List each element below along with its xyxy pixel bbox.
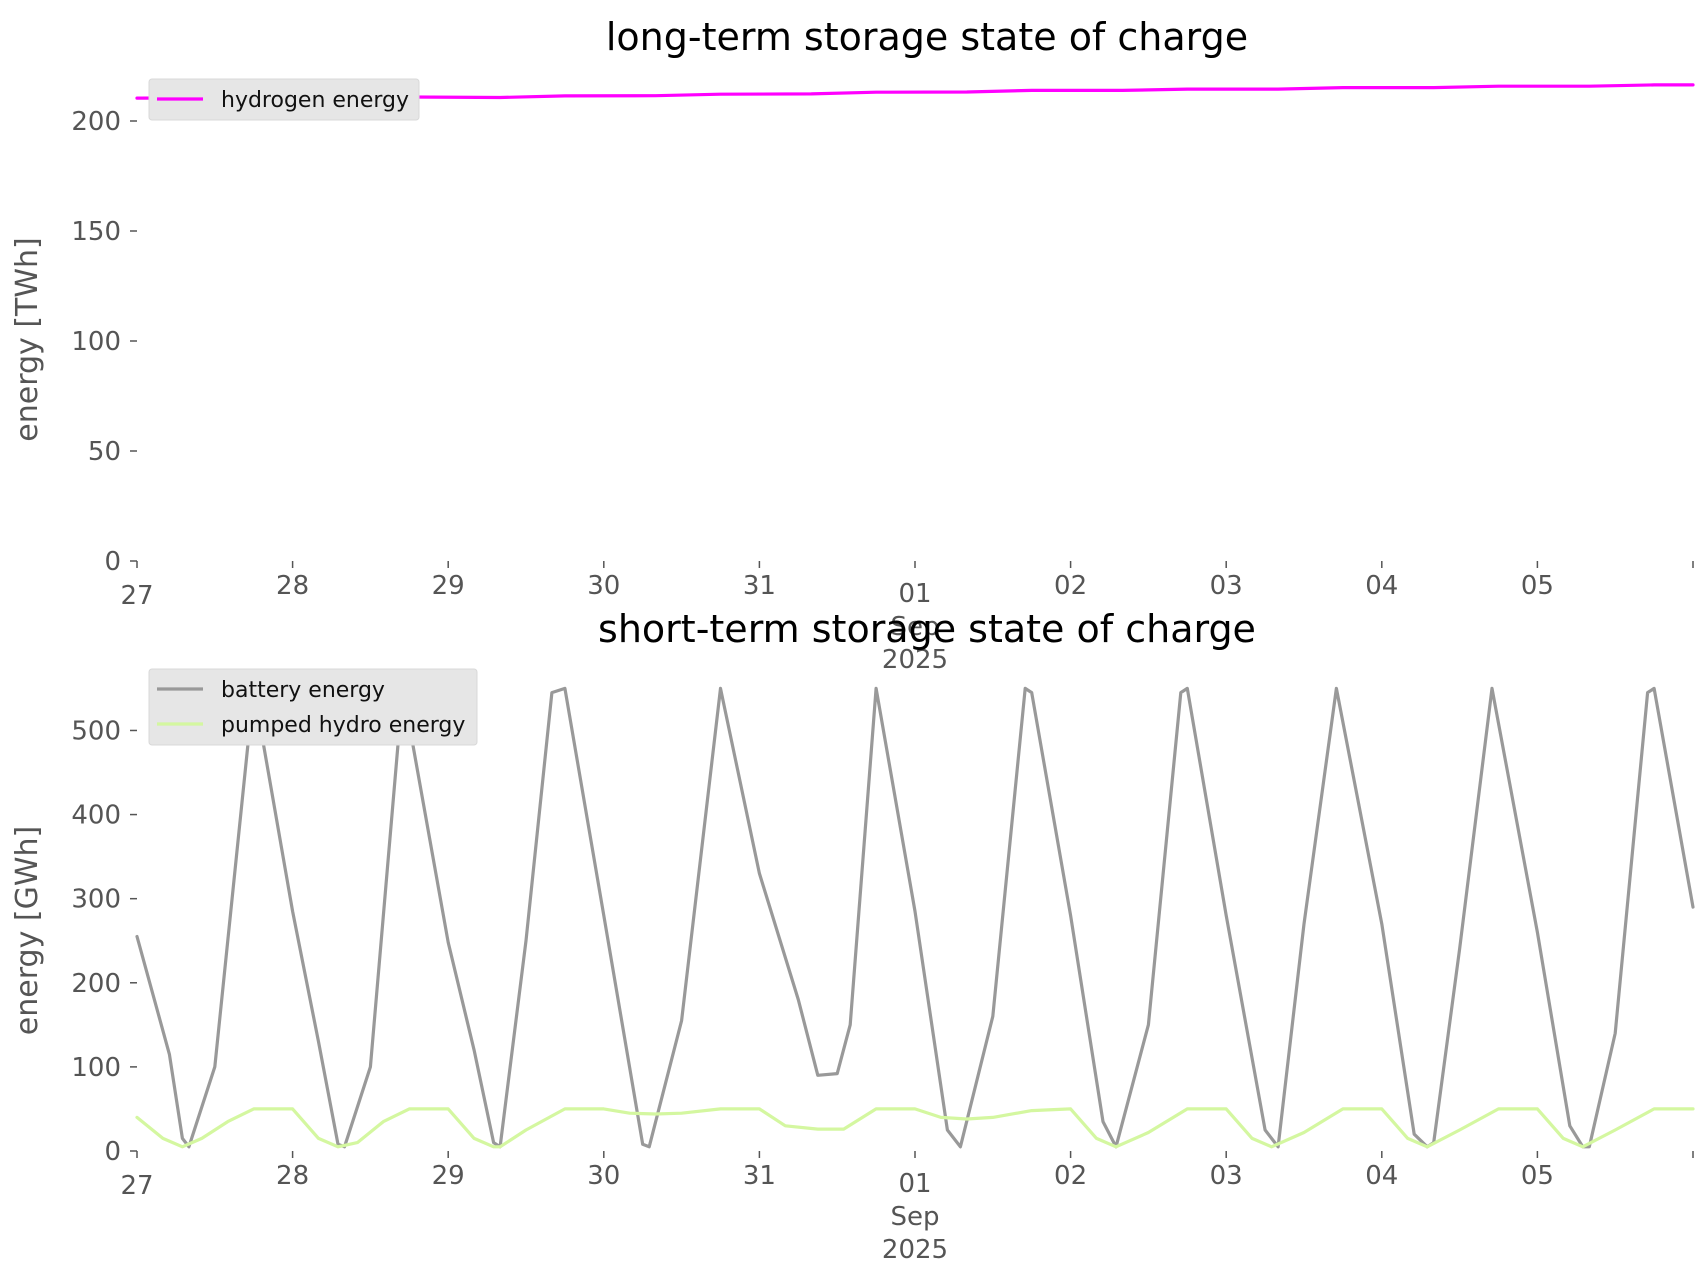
y-tick-label: 200 [71, 969, 121, 999]
y-tick-label: 400 [71, 801, 121, 831]
x-tick-label: 30 [587, 571, 620, 601]
x-tick-label: 02 [1054, 1161, 1087, 1191]
y-tick-label: 150 [71, 217, 121, 247]
y-tick-label: 0 [104, 1137, 121, 1167]
legend: battery energy pumped hydro energy [148, 668, 478, 746]
x-tick-label: 30 [587, 1161, 620, 1191]
x-tick-label: 01 Sep 2025 [882, 1169, 948, 1265]
y-axis-label: energy [TWh] [10, 237, 45, 441]
x-tick-label: 03 [1210, 571, 1243, 601]
x-tick-label: 01 Sep 2025 [882, 579, 948, 675]
y-tick-label: 100 [71, 327, 121, 357]
long-term-storage-panel: long-term storage state of charge energy … [10, 15, 1695, 675]
series-line [135, 1107, 1695, 1149]
x-tick-label: 31 [743, 1161, 776, 1191]
y-tick-label: 50 [88, 437, 121, 467]
x-tick-label: 31 [743, 571, 776, 601]
x-tick-label: 28 [276, 571, 309, 601]
y-tick-label: 0 [104, 547, 121, 577]
short-term-storage-panel: short-term storage state of charge energy… [10, 607, 1695, 1265]
x-tick-label: 02 [1054, 571, 1087, 601]
legend-box [148, 668, 478, 746]
x-tick-label: 29 [432, 1161, 465, 1191]
y-tick-label: 300 [71, 885, 121, 915]
x-tick-label: 28 [276, 1161, 309, 1191]
x-tick-label: 27 [120, 581, 153, 611]
x-tick-label: 29 [432, 571, 465, 601]
y-axis-label: energy [GWh] [10, 826, 45, 1035]
legend-label: battery energy [221, 678, 385, 703]
legend-label: hydrogen energy [221, 88, 409, 113]
legend: hydrogen energy [148, 78, 420, 121]
chart-title: short-term storage state of charge [598, 607, 1256, 651]
y-tick-label: 100 [71, 1053, 121, 1083]
x-tick-label: 05 [1521, 1161, 1554, 1191]
x-tick-label: 04 [1365, 1161, 1398, 1191]
x-tick-label: 27 [120, 1171, 153, 1201]
series-line [135, 686, 1695, 1149]
y-tick-label: 500 [71, 716, 121, 746]
legend-label: pumped hydro energy [221, 713, 465, 738]
x-tick-label: 05 [1521, 571, 1554, 601]
legend-box [148, 78, 420, 121]
series-line [135, 83, 1695, 100]
y-tick-label: 200 [71, 107, 121, 137]
chart-title: long-term storage state of charge [606, 15, 1248, 59]
x-tick-label: 04 [1365, 571, 1398, 601]
x-tick-label: 03 [1210, 1161, 1243, 1191]
